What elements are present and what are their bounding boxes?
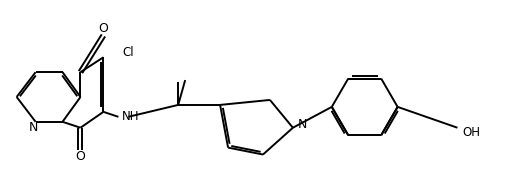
Text: OH: OH [462,126,479,139]
Text: O: O [75,150,85,163]
Text: N: N [29,121,38,134]
Text: Cl: Cl [122,46,134,59]
Text: N: N [297,118,306,131]
Text: NH: NH [122,110,139,123]
Text: O: O [98,22,108,35]
